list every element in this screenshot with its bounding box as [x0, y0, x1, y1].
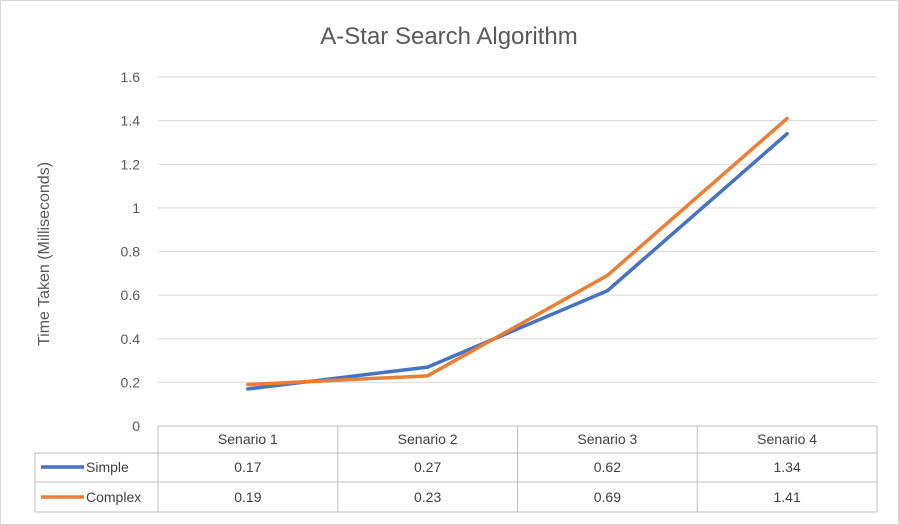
category-label: Senario 1 — [218, 431, 278, 447]
data-label: 1.41 — [774, 489, 801, 505]
y-tick-label: 0.2 — [121, 374, 141, 390]
series-lines — [246, 116, 789, 391]
gridlines — [158, 76, 877, 383]
category-label: Senario 3 — [577, 431, 637, 447]
data-label: 0.19 — [234, 489, 261, 505]
y-tick-label: 0.4 — [121, 331, 141, 347]
y-tick-label: 0.6 — [121, 287, 141, 303]
data-label: 0.27 — [414, 459, 441, 475]
data-table: Senario 1 Senario 2 Senario 3 Senario 4 Simp… — [34, 425, 878, 513]
data-label: 0.17 — [234, 459, 261, 475]
data-label: 0.62 — [594, 459, 621, 475]
legend-label: Complex — [86, 489, 141, 505]
category-label: Senario 4 — [757, 431, 817, 447]
series-line-complex — [246, 116, 789, 387]
series-line-simple — [246, 131, 789, 391]
data-label: 0.23 — [414, 489, 441, 505]
y-axis-ticks: 0 0.2 0.4 0.6 0.8 1 1.2 1.4 1.6 — [121, 69, 141, 434]
category-label: Senario 2 — [398, 431, 458, 447]
y-tick-label: 1 — [132, 200, 140, 216]
legend-label: Simple — [86, 459, 129, 475]
y-tick-label: 1.2 — [121, 156, 141, 172]
data-label: 0.69 — [594, 489, 621, 505]
y-axis-title: Time Taken (Milliseconds) — [36, 162, 53, 346]
y-tick-label: 0 — [132, 418, 140, 434]
y-tick-label: 1.4 — [121, 113, 141, 129]
y-tick-label: 0.8 — [121, 244, 141, 260]
data-label: 1.34 — [774, 459, 801, 475]
y-tick-label: 1.6 — [121, 69, 141, 85]
chart-title: A-Star Search Algorithm — [320, 23, 577, 50]
